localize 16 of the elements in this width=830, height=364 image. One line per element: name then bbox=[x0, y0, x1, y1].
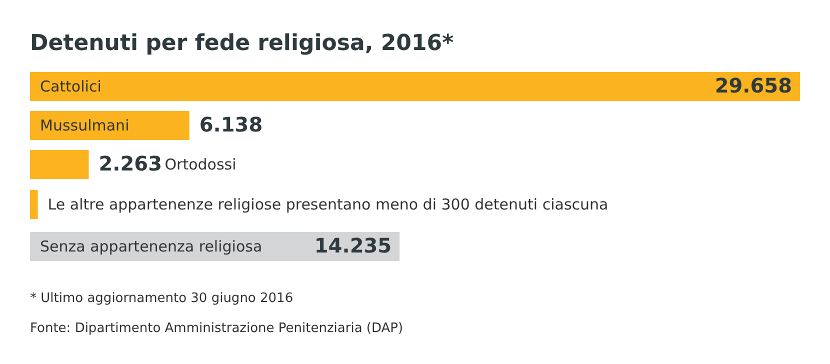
y-tick-label: Senza appartenenza religiosa bbox=[40, 238, 262, 256]
source-note: Fonte: Dipartimento Amministrazione Penitenziaria (DAP) bbox=[30, 321, 404, 336]
bar bbox=[30, 150, 89, 179]
bar bbox=[30, 111, 190, 140]
data-label: 29.658 bbox=[714, 74, 792, 98]
y-tick-label: Cattolici bbox=[40, 78, 102, 96]
text: * Ultimo aggiornamento 30 giugno 2016 bbox=[30, 291, 294, 306]
bar bbox=[30, 72, 800, 101]
data-label: 6.138 bbox=[199, 112, 263, 136]
data-label: 2.263 bbox=[98, 152, 162, 176]
chart-title: Detenuti per fede religiosa, 2016* bbox=[30, 31, 454, 56]
y-tick-label: Mussulmani bbox=[40, 116, 130, 134]
y-tick-label: Ortodossi bbox=[164, 156, 236, 174]
y-tick-label: Le altre appartenenze religiose presentano meno di 300 detenuti ciascuna bbox=[48, 196, 608, 214]
data-label: 14.235 bbox=[314, 234, 392, 258]
bar bbox=[30, 190, 38, 219]
